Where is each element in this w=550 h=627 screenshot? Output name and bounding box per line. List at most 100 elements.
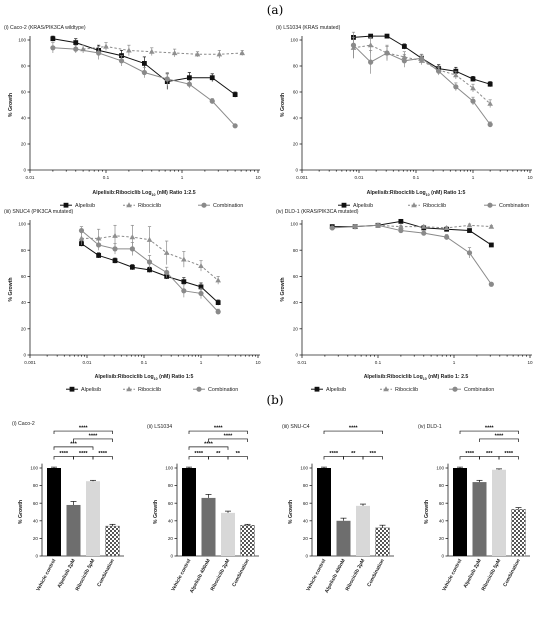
data-point [96,242,102,248]
legend-marker [452,386,458,392]
bar [472,482,487,556]
x-tick-label: 0.001 [24,360,36,365]
data-point [421,230,427,236]
x-tick-label: 0.1 [141,360,148,365]
data-point [194,51,201,57]
data-point [329,225,335,231]
bracket-line [188,446,229,450]
data-point [95,235,102,241]
data-point [96,50,102,56]
data-point [487,100,493,106]
y-tick-label: 20 [21,326,27,331]
y-tick-label: 80 [21,248,27,253]
bracket-line [92,456,113,460]
y-tick-label: 60 [439,501,445,506]
chart-title: (iv) DLD-1 [418,424,442,430]
legend-label: Alpelisib [75,203,95,209]
legend-label: Combination [213,203,243,209]
data-point [384,33,390,39]
y-tick-label: 0 [305,554,308,559]
data-point [467,228,472,233]
x-tick-label: 0.01 [355,175,364,180]
significance-label: **** [79,451,89,457]
y-tick-label: 100 [18,222,26,227]
legend-label: Ribociclib [395,387,418,393]
y-tick-label: 100 [290,222,298,227]
significance-bracket: **** [498,451,519,460]
data-point [129,234,136,240]
data-point [488,242,494,248]
line-chart-4: (iv) DLD-1 (KRAS/PIK3CA mutated) 0 20 40 60 8… [276,209,533,393]
significance-label: **** [495,434,505,440]
legend-item-combination: Combination [198,202,243,209]
y-axis-label: % Growth [18,500,24,524]
legend-item-ribociclib: Ribociclib [380,386,418,393]
y-tick-label: 20 [293,326,299,331]
significance-label: *** [369,451,376,457]
data-point [384,50,390,56]
legend-label: Alpelisib [81,387,101,393]
y-tick-label: 100 [30,466,38,471]
y-tick-label: 80 [168,483,174,488]
bracket-line [498,456,519,460]
series-line [353,44,491,105]
y-tick-label: 80 [303,483,309,488]
data-point [73,40,79,45]
data-point [126,47,132,53]
y-tick-label: 0 [295,168,298,173]
chart-title: (i) Caco-2 (KRAS/PIK3CA wildtype) [4,25,86,31]
bar [453,468,467,556]
legend-marker [63,202,69,208]
data-point [401,44,407,49]
category-label: Vehicle control [35,558,57,593]
data-point [50,45,56,51]
x-tick-label: 0.1 [413,175,420,180]
data-point [146,236,153,242]
bracket-line [323,430,383,435]
data-point [163,249,170,255]
significance-bracket: **** [53,426,113,435]
data-point [443,225,450,231]
data-point [487,121,493,128]
y-tick-label: 20 [439,536,445,541]
x-tick-label: 1 [200,360,203,365]
significance-bracket: **** [479,434,519,442]
significance-bracket: **** [459,451,480,460]
data-point [147,267,152,273]
legend-item-ribociclib: Ribociclib [123,202,161,209]
bracket-line [227,456,248,460]
data-point [96,253,102,258]
significance-bracket: **** [188,441,229,450]
bracket-line [188,430,248,435]
bar [86,481,100,556]
x-tick-label: 0.1 [103,175,110,180]
data-point [398,223,404,229]
series-line [52,38,236,96]
data-point [141,69,147,76]
category-label: Alpelisib 2µM [57,558,77,589]
chart-title: (iii) SNU-C4 [282,424,310,430]
chart-title: (ii) LS1034 (KRAS mutated) [276,25,341,31]
data-point [368,33,374,39]
significance-label: **** [204,441,214,447]
significance-bracket: *** [362,451,383,460]
significance-bracket: **** [188,451,209,460]
data-point [181,279,187,285]
bracket-line [53,446,94,450]
bar-chart-2: (ii) LS1034 0 20 40 60 80 100 % Growth Vehicle c… [147,424,259,594]
y-axis-label: % Growth [8,93,14,117]
data-point [216,51,223,57]
bracket-line [362,456,383,460]
y-tick-label: 100 [18,38,26,43]
bar [182,468,196,556]
y-tick-label: 80 [293,64,299,69]
data-point [73,46,79,52]
significance-label: **** [214,426,224,432]
y-axis-label: % Growth [288,500,294,524]
bar [375,527,390,557]
category-label: Vehicle control [441,558,463,593]
y-tick-label: 40 [33,518,39,523]
data-point [350,42,357,48]
legend-marker [69,386,75,392]
